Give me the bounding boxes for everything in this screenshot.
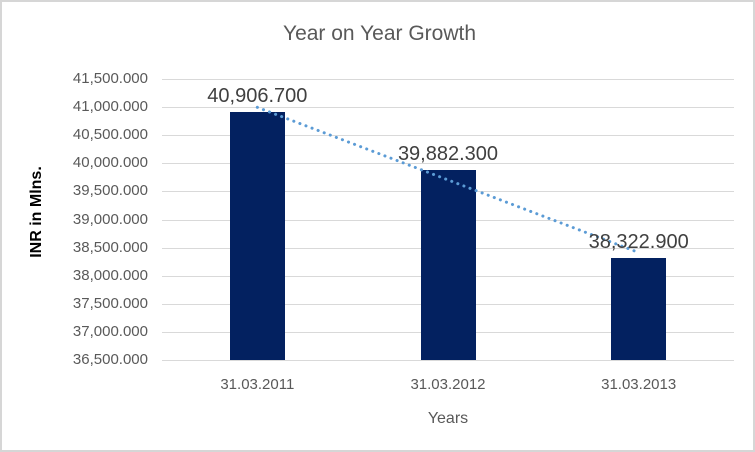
x-tick-label: 31.03.2011: [220, 376, 295, 393]
data-label: 39,882.300: [397, 142, 499, 165]
gridline: [162, 360, 734, 361]
y-tick-label: 36,500.000: [72, 351, 148, 368]
bar-31.03.2012: [420, 169, 476, 360]
y-tick-label: 37,500.000: [72, 294, 148, 312]
bar-31.03.2013: [611, 257, 667, 360]
y-tick-label: 37,000.000: [72, 322, 148, 340]
y-tick-label: 39,000.000: [72, 210, 148, 228]
y-tick-label: 41,500.000: [72, 70, 148, 87]
y-tick-label: 41,000.000: [72, 98, 148, 116]
gridline: [162, 79, 734, 80]
y-tick-label: 40,000.000: [72, 154, 148, 172]
y-tick-label: 38,000.000: [72, 266, 148, 284]
data-label: 40,906.700: [207, 85, 308, 108]
y-tick-label: 40,500.000: [72, 126, 148, 144]
bar-31.03.2011: [229, 112, 285, 360]
y-tick-label: 39,500.000: [72, 182, 148, 200]
x-tick-label: 31.03.2012: [410, 376, 486, 393]
x-tick-label: 31.03.2013: [601, 376, 677, 393]
chart-title: Year on Year Growth: [282, 22, 477, 45]
data-label: 38,322.900: [588, 230, 689, 253]
y-tick-label: 38,500.000: [72, 238, 148, 256]
x-axis-title: Years: [427, 410, 469, 427]
